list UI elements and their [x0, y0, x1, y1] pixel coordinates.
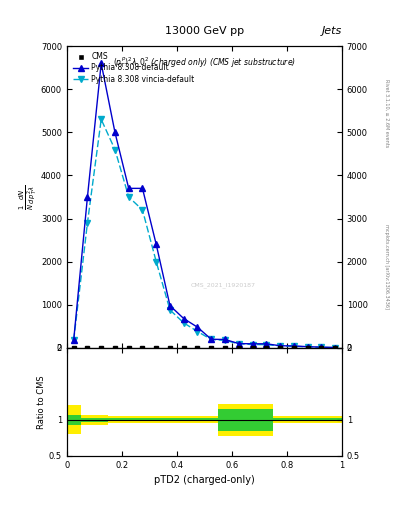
Legend: CMS, Pythia 8.308 default, Pythia 8.308 vincia-default: CMS, Pythia 8.308 default, Pythia 8.308 … — [71, 50, 197, 86]
Text: 13000 GeV pp: 13000 GeV pp — [165, 26, 244, 36]
Text: $(p_T^p)^2\lambda\_0^2$ (charged only) (CMS jet substructure): $(p_T^p)^2\lambda\_0^2$ (charged only) (… — [113, 55, 296, 70]
Text: Jets: Jets — [321, 26, 342, 36]
Text: CMS_2021_I1920187: CMS_2021_I1920187 — [191, 282, 255, 288]
Y-axis label: Ratio to CMS: Ratio to CMS — [37, 375, 46, 429]
Text: Rivet 3.1.10, ≥ 2.6M events: Rivet 3.1.10, ≥ 2.6M events — [384, 78, 389, 147]
X-axis label: pTD2 (charged-only): pTD2 (charged-only) — [154, 475, 255, 485]
Text: mcplots.cern.ch [arXiv:1306.3436]: mcplots.cern.ch [arXiv:1306.3436] — [384, 224, 389, 309]
Y-axis label: $\frac{1}{N}\frac{dN}{d\,p_T^2\lambda}$: $\frac{1}{N}\frac{dN}{d\,p_T^2\lambda}$ — [18, 184, 39, 210]
